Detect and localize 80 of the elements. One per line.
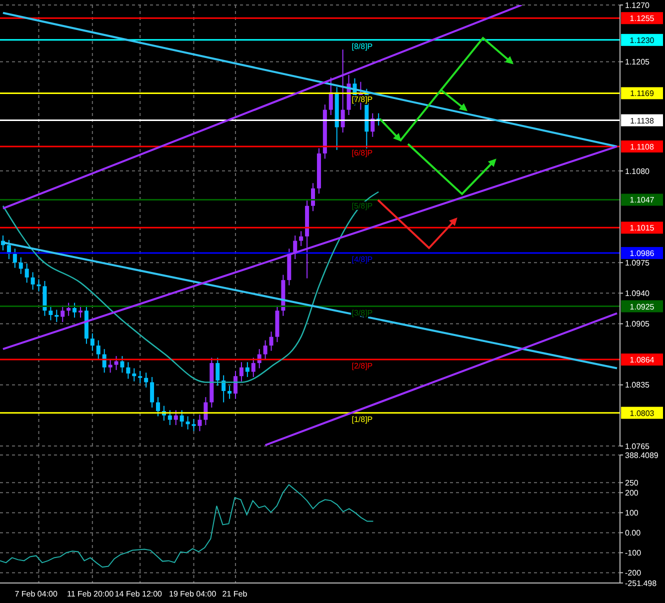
x-tick-label: 11 Feb 20:00 <box>67 590 114 599</box>
y-tick-label: 1.1205 <box>625 58 650 67</box>
ref-line-label: 1.1047 <box>630 196 655 205</box>
candlestick <box>174 410 178 426</box>
candlestick <box>228 385 232 400</box>
y-tick-label: 1.0975 <box>625 258 650 268</box>
candlestick <box>108 359 112 374</box>
y-tick-label: 1.0940 <box>625 289 650 298</box>
annotation: [1/8]P <box>352 414 373 424</box>
candlestick <box>340 49 345 133</box>
y-tick-label: -200 <box>625 568 642 578</box>
candlestick <box>18 256 23 274</box>
candlestick <box>78 304 82 318</box>
candlestick <box>168 410 172 426</box>
y-tick-label: 388.4089 <box>625 450 659 460</box>
candlestick <box>198 414 202 432</box>
x-tick-label: 7 Feb 04:00 <box>14 590 58 599</box>
candlestick <box>132 368 136 382</box>
candlestick <box>216 357 220 386</box>
y-tick-label: 200 <box>625 488 639 498</box>
candlestick <box>144 372 148 388</box>
candlestick <box>245 362 250 378</box>
candlestick <box>192 418 196 432</box>
x-tick-label: 21 Feb <box>222 590 248 599</box>
candlestick <box>54 309 59 322</box>
candlestick <box>30 272 35 290</box>
annotation: [2/8]P <box>352 362 373 371</box>
candlestick <box>138 370 142 384</box>
annotation: [4/8]P <box>352 255 373 264</box>
y-tick-label: 250 <box>625 478 639 488</box>
ref-line-label: 1.0864 <box>630 356 655 365</box>
ref-line-label: 1.1015 <box>630 224 655 233</box>
ref-line-label: 1.0925 <box>630 302 655 312</box>
candlestick <box>299 230 304 247</box>
x-tick-label: 14 Feb 12:00 <box>114 590 163 599</box>
candlestick <box>24 262 29 284</box>
candlestick <box>156 396 160 417</box>
ref-line-label: 1.1169 <box>630 89 654 98</box>
x-tick-label: 19 Feb 04:00 <box>169 590 217 599</box>
ref-line-label: 1.1138 <box>630 116 654 126</box>
y-tick-label: -251.498 <box>625 578 658 588</box>
candlestick <box>114 356 118 371</box>
candlestick <box>72 302 77 318</box>
annotation: [8/8]P <box>352 42 373 51</box>
annotation: [6/8]P <box>352 148 373 158</box>
candlestick <box>96 340 100 360</box>
y-tick-label: -100 <box>625 548 642 558</box>
candlestick <box>263 340 268 360</box>
y-tick-label: 1.0835 <box>625 380 650 390</box>
annotation: [3/8]P <box>352 308 373 318</box>
y-tick-label: 100 <box>625 508 639 518</box>
candlestick <box>120 356 124 374</box>
candlestick <box>186 416 190 430</box>
candlestick <box>251 357 256 378</box>
y-tick-label: 1.1270 <box>625 0 650 10</box>
candlestick <box>48 304 53 321</box>
y-tick-label: 1.0765 <box>625 442 650 451</box>
line-series <box>0 484 374 568</box>
candlestick <box>234 370 238 400</box>
candlestick <box>239 362 244 382</box>
candlestick <box>180 410 184 428</box>
y-tick-label: 1.0905 <box>625 320 650 329</box>
candlestick <box>12 248 17 268</box>
line-series <box>2 191 380 383</box>
ref-line-label: 1.0803 <box>630 408 655 418</box>
candlestick <box>204 396 208 426</box>
candlestick <box>60 304 65 322</box>
candlestick <box>328 76 333 116</box>
ref-line-label: 1.0986 <box>630 249 655 258</box>
candlestick <box>311 182 315 212</box>
candlestick <box>269 331 274 352</box>
candlestick <box>150 376 154 408</box>
candlestick <box>126 362 130 380</box>
ref-line-label: 1.1230 <box>630 36 655 45</box>
ref-line-label: 1.1255 <box>630 14 655 24</box>
ref-line-label: 1.1108 <box>630 142 654 152</box>
candlestick <box>90 332 94 352</box>
y-tick-label: 0.00 <box>625 528 642 538</box>
y-tick-label: 1.1080 <box>625 166 650 176</box>
candlestick <box>66 302 71 316</box>
